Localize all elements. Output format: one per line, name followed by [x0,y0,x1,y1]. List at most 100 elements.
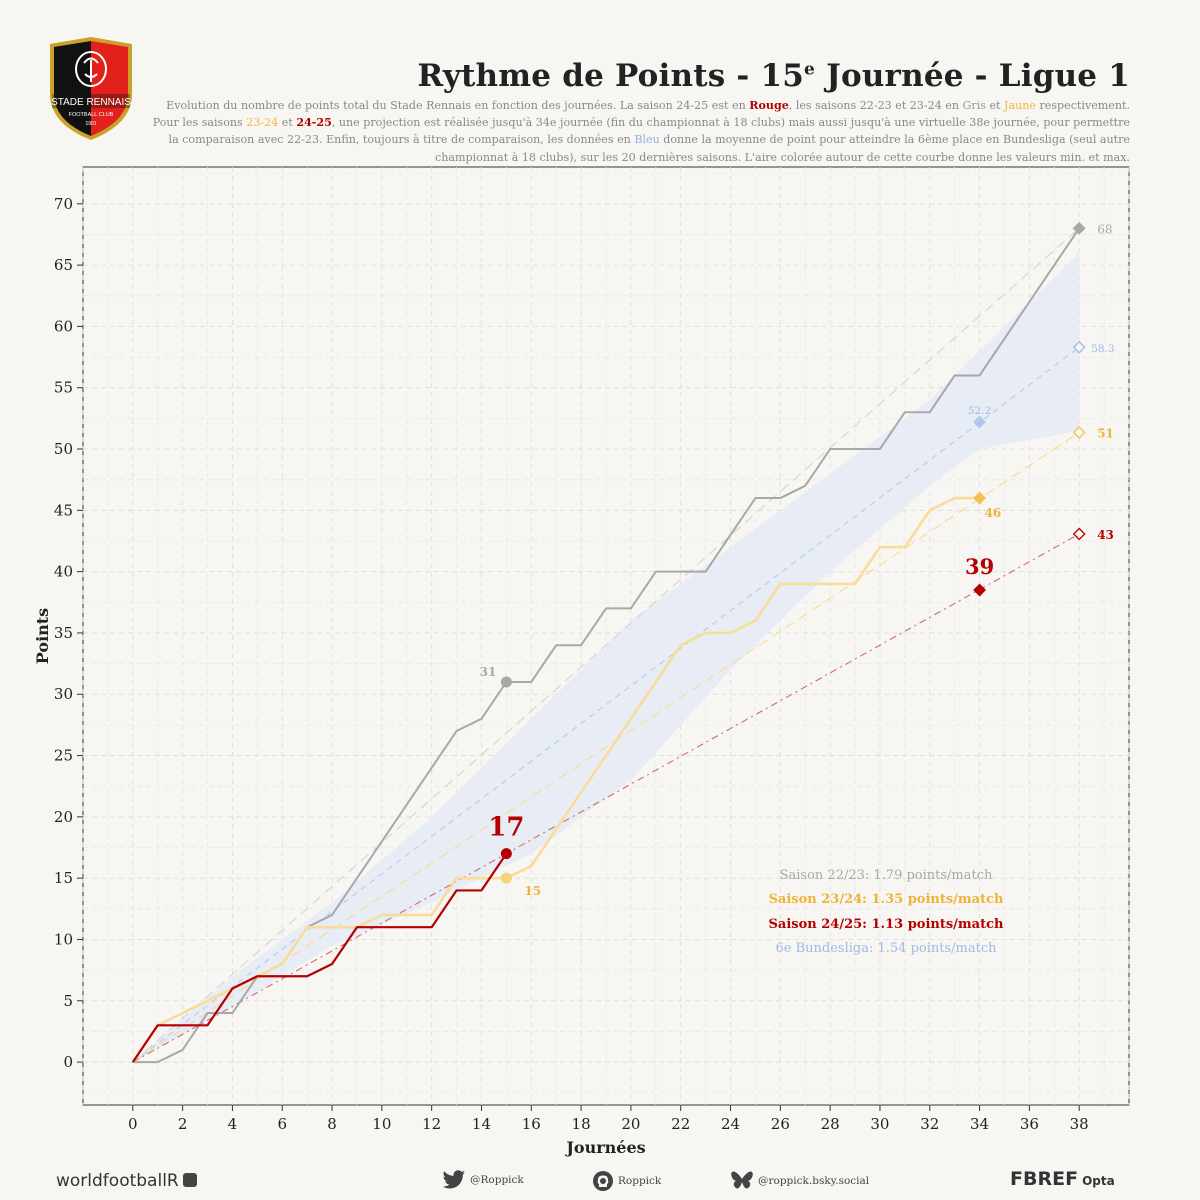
diamond-marker [973,583,986,597]
y-tick-label: 35 [54,624,73,642]
subtitle-segment: et [278,116,297,130]
data-label: 52.2 [968,405,991,417]
y-tick-label: 70 [54,195,73,213]
series-line [131,496,980,1063]
diamond-marker [973,491,986,505]
legend-entry: Saison 23/24: 1.35 points/match [769,892,1004,907]
twitter-handle: @Roppick [442,1170,524,1190]
subtitle-segment: Rouge [749,99,789,112]
data-label: 39 [965,554,994,579]
butterfly-icon [731,1171,753,1189]
x-axis-label: Journées [564,1138,645,1157]
x-tick-label: 2 [178,1115,188,1133]
x-tick-label: 4 [228,1115,238,1133]
diamond-marker [973,415,986,429]
y-axis-label: Points [33,608,52,664]
y-tick-label: 55 [54,379,73,397]
crest-club-name: STADE RENNAIS [51,97,131,108]
x-tick-label: 18 [572,1115,591,1133]
x-tick-label: 8 [327,1115,337,1133]
crest-name-band [52,94,130,108]
data-label: 43 [1097,528,1114,542]
data-label: 46 [985,506,1002,520]
subtitle-segment: donne la moyenne de point pour atteindre… [435,133,1130,164]
twitter-bird-icon [442,1170,466,1189]
data-label: 58.3 [1091,343,1114,355]
x-tick-label: 14 [472,1115,491,1133]
subtitle-segment: 23-24 [246,116,279,130]
y-tick-label: 45 [54,501,73,519]
subtitle-segment: Gris [962,99,986,112]
point-marker [500,872,512,884]
legend-entry: 6e Bundesliga: 1.54 points/match [776,941,998,956]
github-icon [593,1171,613,1191]
grid [82,167,1130,1105]
x-tick-label: 10 [372,1115,391,1133]
subtitle-segment: , les saisons 22-23 et 23-24 en [788,99,963,112]
subtitle-segment: Bleu [634,133,660,147]
x-tick-label: 24 [721,1115,740,1133]
x-tick-label: 0 [128,1115,138,1133]
crest-red-half [91,41,128,136]
fbref-opta-logo: FBREF Opta [1010,1168,1115,1190]
hex-logo-icon [182,1173,197,1187]
subtitle-segment: , une projection est réalisée jusqu'à 34… [168,116,1130,147]
x-tick-label: 36 [1020,1115,1039,1133]
subtitle-segment: 24-25 [296,116,332,130]
crest-year: 1901 [85,121,96,127]
x-tick-label: 6 [277,1115,287,1133]
data-label: 15 [524,884,541,898]
stade-rennais-crest: STADE RENNAIS FOOTBALL CLUB 1901 [50,37,132,140]
subtitle-segment: Jaune [1004,99,1036,112]
x-tick-label: 30 [870,1115,889,1133]
y-tick-label: 30 [54,685,73,703]
x-tick-label: 34 [970,1115,989,1133]
bundesliga-range-band [132,252,1080,1063]
point-marker [500,676,512,688]
page-title: Rythme de Points - 15e Journée - Ligue 1 [417,58,1130,94]
subtitle-segment: Evolution du nombre de points total du S… [166,99,750,112]
crest-emblem-icon [75,51,107,87]
y-tick-label: 15 [54,869,73,887]
series-line [131,853,508,1063]
y-tick-label: 5 [63,992,73,1010]
projection-line [132,227,1080,1063]
projection-line [132,533,1080,1063]
y-tick-label: 25 [54,747,73,765]
x-tick-label: 20 [621,1115,640,1133]
y-tick-label: 60 [54,317,73,335]
bluesky-handle: @roppick.bsky.social [730,1170,869,1192]
y-tick-label: 10 [54,930,73,948]
x-tick-label: 22 [671,1115,690,1133]
x-tick-label: 38 [1070,1115,1089,1133]
x-tick-label: 32 [920,1115,939,1133]
y-tick-label: 0 [63,1053,73,1071]
y-tick-label: 20 [54,808,73,826]
subtitle-segment: et [985,99,1005,112]
diamond-marker [1072,221,1086,235]
subtitle-segment: respectivement. Pour les saisons [152,99,1130,130]
projection-line [132,431,1080,1063]
diamond-marker [1072,527,1086,541]
data-label: 31 [480,665,497,679]
github-handle: Roppick [592,1170,661,1192]
x-tick-label: 12 [422,1115,441,1133]
diamond-marker [1072,340,1086,354]
crest-black-half [54,41,91,136]
y-tick-label: 65 [54,256,73,274]
crest-club-sub: FOOTBALL CLUB [69,112,114,118]
x-tick-label: 16 [522,1115,541,1133]
data-label: 17 [488,813,524,843]
y-tick-label: 40 [54,563,73,581]
x-tick-label: 26 [771,1115,790,1133]
point-marker [500,848,512,860]
y-tick-label: 50 [54,440,73,458]
legend-entry: Saison 22/23: 1.79 points/match [780,868,993,883]
chart-subtitle: Evolution du nombre de points total du S… [140,97,1130,166]
diamond-marker [1072,426,1086,439]
worldfootballr-brand: worldfootballR [56,1171,197,1191]
data-label: 51 [1097,426,1114,440]
x-tick-label: 28 [821,1115,840,1133]
legend-entry: Saison 24/25: 1.13 points/match [769,917,1004,932]
